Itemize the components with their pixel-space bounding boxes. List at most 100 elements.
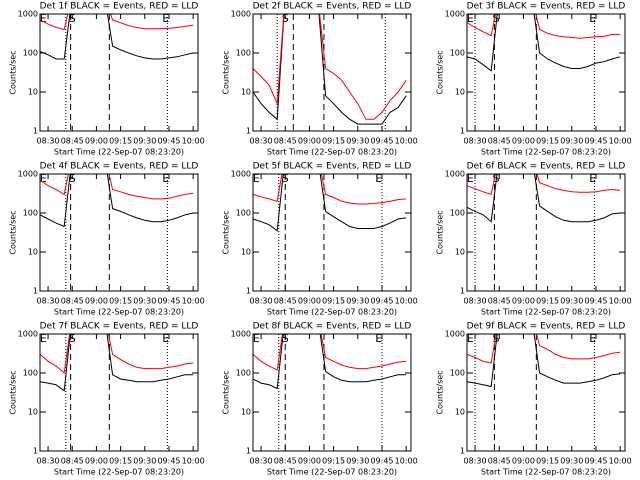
x-tick-label: 08:30 [464, 137, 487, 146]
series-line [253, 174, 407, 232]
annotation: S [282, 332, 289, 345]
x-tick-label: 09:15 [536, 457, 559, 466]
x-tick-label: 08:45 [61, 457, 84, 466]
x-tick-label: 08:45 [488, 457, 511, 466]
x-axis-label: Start Time (22-Sep-07 08:23:20) [54, 308, 184, 317]
x-tick-label: 10:00 [395, 137, 418, 146]
x-tick-label: 09:30 [560, 137, 583, 146]
annotation: E [253, 332, 260, 345]
x-axis-label: Start Time (22-Sep-07 08:23:20) [481, 468, 611, 477]
y-tick-label: 1 [33, 447, 38, 456]
chart-panel: Det 6f BLACK = Events, RED = LLD Counts/s… [436, 162, 632, 317]
annotation: E [375, 172, 382, 185]
x-tick-label: 09:45 [584, 297, 607, 306]
x-tick-label: 09:30 [133, 137, 156, 146]
y-tick-label: 1 [460, 127, 465, 136]
x-tick-label: 08:45 [274, 137, 297, 146]
x-tick-label: 09:15 [322, 137, 345, 146]
y-tick-label: 10 [241, 248, 251, 257]
y-tick-label: 10 [28, 408, 38, 417]
x-tick-label: 09:00 [298, 137, 321, 146]
x-tick-label: 09:00 [85, 297, 108, 306]
chart-title: Det 2f BLACK = Events, RED = LLD [253, 2, 412, 12]
x-tick-label: 09:30 [560, 457, 583, 466]
series-line [467, 334, 621, 364]
x-axis-label: Start Time (22-Sep-07 08:23:20) [267, 148, 397, 157]
y-axis-label: Counts/sec [9, 210, 18, 254]
plot-frame [252, 13, 412, 132]
annotation: E [162, 332, 169, 345]
y-tick-label: 10 [241, 408, 251, 417]
annotation: S [493, 332, 500, 345]
y-tick-label: 100 [236, 369, 251, 378]
x-tick-label: 09:45 [584, 137, 607, 146]
y-tick-label: 1 [460, 447, 465, 456]
series-line [40, 14, 194, 60]
x-tick-label: 08:30 [37, 297, 60, 306]
annotation: S [69, 12, 76, 25]
chart-panel: Det 8f BLACK = Events, RED = LLD Counts/s… [222, 322, 418, 477]
y-axis-label: Counts/sec [9, 370, 18, 414]
x-tick-label: 10:00 [395, 297, 418, 306]
y-tick-label: 100 [236, 209, 251, 218]
x-axis-label: Start Time (22-Sep-07 08:23:20) [481, 308, 611, 317]
y-tick-label: 10 [28, 248, 38, 257]
x-tick-label: 09:45 [370, 297, 393, 306]
annotation: E [162, 12, 169, 25]
y-tick-label: 1 [246, 127, 251, 136]
y-tick-label: 100 [450, 209, 465, 218]
chart-title: Det 3f BLACK = Events, RED = LLD [467, 2, 626, 12]
x-axis-label: Start Time (22-Sep-07 08:23:20) [481, 148, 611, 157]
x-axis-label: Start Time (22-Sep-07 08:23:20) [54, 148, 184, 157]
y-tick-label: 1000 [18, 330, 38, 339]
x-tick-label: 09:30 [346, 457, 369, 466]
y-tick-label: 1 [33, 127, 38, 136]
annotation: E [467, 12, 474, 25]
series-line [467, 14, 621, 72]
y-tick-label: 100 [23, 49, 38, 58]
y-tick-label: 1000 [231, 170, 251, 179]
x-tick-label: 10:00 [609, 457, 632, 466]
x-tick-label: 08:30 [250, 457, 273, 466]
series-line [40, 334, 194, 374]
annotation: E [40, 12, 47, 25]
y-tick-label: 1000 [445, 10, 465, 19]
plot-frame [39, 333, 199, 452]
y-tick-label: 1000 [18, 170, 38, 179]
annotation: E [467, 172, 474, 185]
x-tick-label: 09:00 [85, 137, 108, 146]
x-tick-label: 08:45 [274, 297, 297, 306]
x-tick-label: 09:00 [512, 137, 535, 146]
y-tick-label: 1 [460, 287, 465, 296]
annotation: S [282, 172, 289, 185]
x-tick-label: 08:45 [488, 137, 511, 146]
series-line [40, 14, 194, 31]
chart-title: Det 8f BLACK = Events, RED = LLD [253, 322, 412, 332]
annotation: E [589, 172, 596, 185]
x-tick-label: 09:00 [512, 457, 535, 466]
annotation: E [40, 172, 47, 185]
x-tick-label: 09:15 [109, 297, 132, 306]
x-tick-label: 10:00 [182, 137, 205, 146]
annotation: E [40, 332, 47, 345]
annotation: E [467, 332, 474, 345]
x-axis-label: Start Time (22-Sep-07 08:23:20) [54, 468, 184, 477]
x-tick-label: 09:30 [133, 457, 156, 466]
x-tick-label: 09:45 [584, 457, 607, 466]
plot-frame [466, 333, 626, 452]
x-tick-label: 09:15 [322, 457, 345, 466]
y-tick-label: 100 [236, 49, 251, 58]
annotation: E [375, 332, 382, 345]
x-tick-label: 08:30 [464, 297, 487, 306]
x-tick-label: 10:00 [182, 297, 205, 306]
annotation: E [162, 172, 169, 185]
x-tick-label: 09:45 [157, 137, 180, 146]
y-tick-label: 100 [450, 49, 465, 58]
x-tick-label: 08:30 [250, 137, 273, 146]
annotation: E [589, 332, 596, 345]
y-axis-label: Counts/sec [9, 50, 18, 94]
x-tick-label: 09:15 [536, 297, 559, 306]
plot-frame [39, 13, 199, 132]
y-tick-label: 100 [23, 209, 38, 218]
series-line [253, 14, 407, 125]
